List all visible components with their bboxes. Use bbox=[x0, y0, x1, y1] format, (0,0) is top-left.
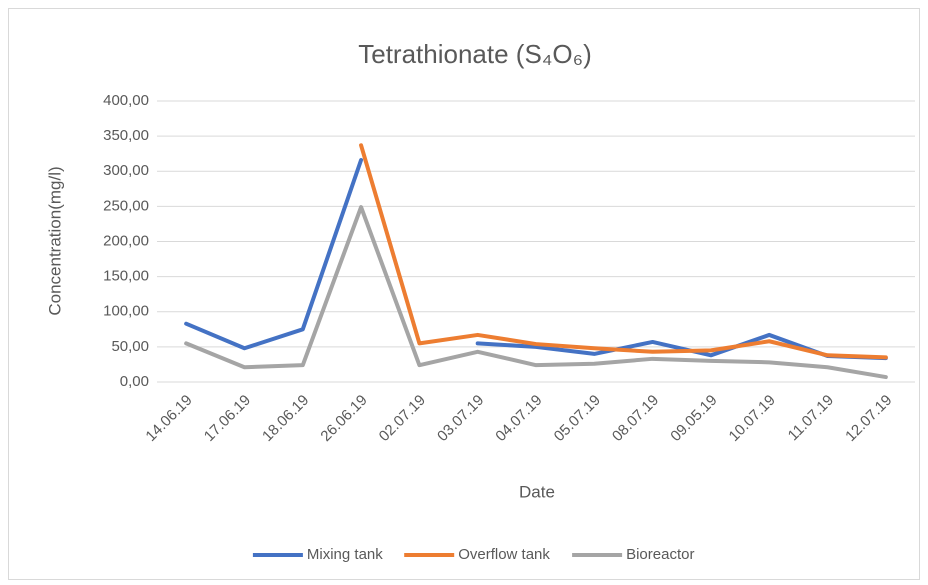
y-tick-label: 400,00 bbox=[103, 92, 149, 109]
chart-title: Tetrathionate (S₄O₆) bbox=[358, 39, 592, 69]
y-tick-label: 350,00 bbox=[103, 127, 149, 144]
y-tick-label: 250,00 bbox=[103, 197, 149, 214]
y-tick-label: 0,00 bbox=[120, 373, 149, 390]
legend-label: Bioreactor bbox=[626, 546, 694, 563]
y-tick-label: 100,00 bbox=[103, 303, 149, 320]
y-tick-label: 150,00 bbox=[103, 268, 149, 285]
legend-label: Mixing tank bbox=[307, 546, 383, 563]
series-line bbox=[184, 158, 364, 351]
chart-border bbox=[8, 8, 920, 580]
y-tick-label: 200,00 bbox=[103, 232, 149, 249]
legend-label: Overflow tank bbox=[458, 546, 550, 563]
y-tick-label: 50,00 bbox=[111, 338, 149, 355]
y-axis-label: Concentration(mg/l) bbox=[45, 166, 64, 315]
x-axis-label: Date bbox=[519, 482, 555, 501]
y-tick-label: 300,00 bbox=[103, 162, 149, 179]
series-line bbox=[184, 205, 888, 380]
series-line bbox=[359, 143, 888, 360]
